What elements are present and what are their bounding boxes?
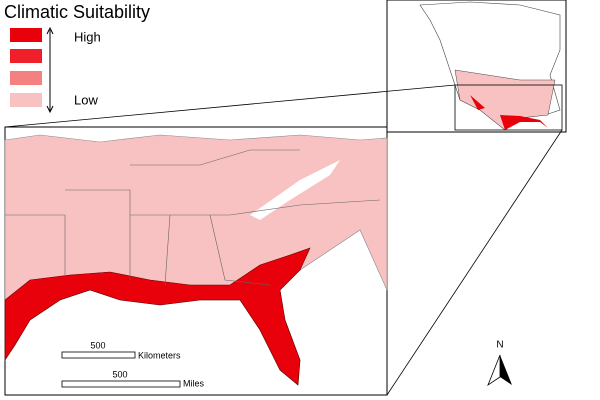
legend-swatch bbox=[10, 49, 42, 63]
legend-low: Low bbox=[74, 92, 98, 107]
scale-value: 500 bbox=[90, 340, 105, 350]
scale-bars: 500 Kilometers 500 Miles bbox=[61, 340, 205, 388]
legend-title: Climatic Suitability bbox=[4, 2, 150, 22]
scale-unit: Kilometers bbox=[138, 350, 181, 360]
legend-arrow bbox=[46, 26, 54, 114]
legend-swatch bbox=[10, 28, 42, 42]
legend-high: High bbox=[74, 29, 101, 44]
scale-value: 500 bbox=[112, 369, 127, 379]
connector-lines bbox=[4, 84, 563, 396]
main-map bbox=[4, 126, 388, 396]
scale-unit: Miles bbox=[183, 378, 205, 388]
legend-swatch bbox=[10, 71, 42, 85]
legend-swatch bbox=[10, 93, 42, 107]
north-arrow: N bbox=[487, 340, 512, 387]
inset-map bbox=[386, 0, 567, 133]
north-label: N bbox=[496, 340, 503, 351]
legend-swatches bbox=[10, 28, 42, 107]
